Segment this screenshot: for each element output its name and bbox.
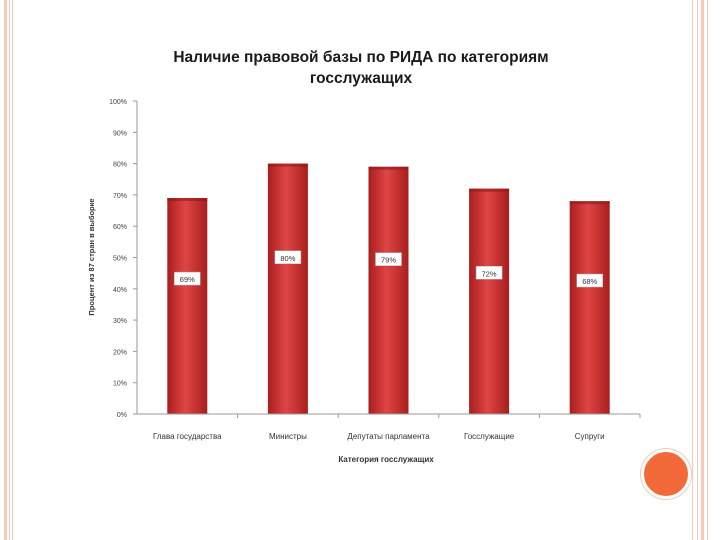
bar [368,166,409,414]
bar [569,201,610,414]
bar [167,198,208,414]
left-stripe [4,0,7,540]
y-tick-label: 50% [113,256,127,263]
chart-title-line-1: Наличие правовой базы по РИДА по категор… [173,49,548,66]
y-axis: 0% 10% 20% 30% 40% 50% 60% 70% 80% 90% 100% [109,99,138,419]
y-tick-label: 60% [113,224,127,231]
x-tick-label: Депутаты парламента [347,432,430,441]
data-label-box [274,250,302,265]
y-axis-label: Процент из 87 стран в выборке [87,198,96,315]
y-tick-label: 80% [113,162,127,169]
orange-circle-decoration [641,449,691,499]
data-label-box [576,273,603,288]
x-tick-label: Супруги [575,432,605,441]
data-label-box [174,271,201,286]
data-label-box [375,252,402,266]
y-tick-label: 40% [113,287,127,294]
bar-top-edge [267,163,308,167]
y-tick-label: 20% [113,349,127,356]
data-label: 68% [582,277,597,286]
y-tick-label: 30% [113,318,127,325]
y-tick-label: 10% [113,381,127,388]
x-tick-label: Министры [269,432,307,441]
x-axis: Глава государства Министры Депутаты парлам… [137,413,641,441]
data-label-box [475,266,503,280]
x-tick-label: Госслужащие [464,432,515,441]
chart-title-line-2: госслужащих [310,70,413,87]
data-label: 80% [280,254,295,263]
y-tick-label: 0% [117,412,127,419]
bar [267,163,308,414]
data-label: 79% [381,256,396,265]
left-stripe [12,0,13,540]
x-tick-label: Глава государства [153,432,222,441]
data-label: 72% [482,269,497,278]
bar-top-edge [167,198,208,202]
x-axis-label: Категория госслужащих [338,455,434,464]
left-stripe [9,0,10,540]
right-stripe [692,0,693,540]
y-tick-label: 70% [113,193,127,200]
y-tick-label: 100% [109,99,127,106]
bar-top-edge [569,201,610,205]
right-stripe [707,0,708,540]
data-label: 69% [180,275,195,284]
bar-top-edge [469,188,510,192]
bar [469,188,510,414]
right-stripe [697,0,698,540]
bars: 69% 80% 79% 72% 68% [167,163,610,414]
right-stripe [701,0,704,540]
bar-top-edge [368,166,409,170]
y-tick-label: 90% [113,130,127,137]
